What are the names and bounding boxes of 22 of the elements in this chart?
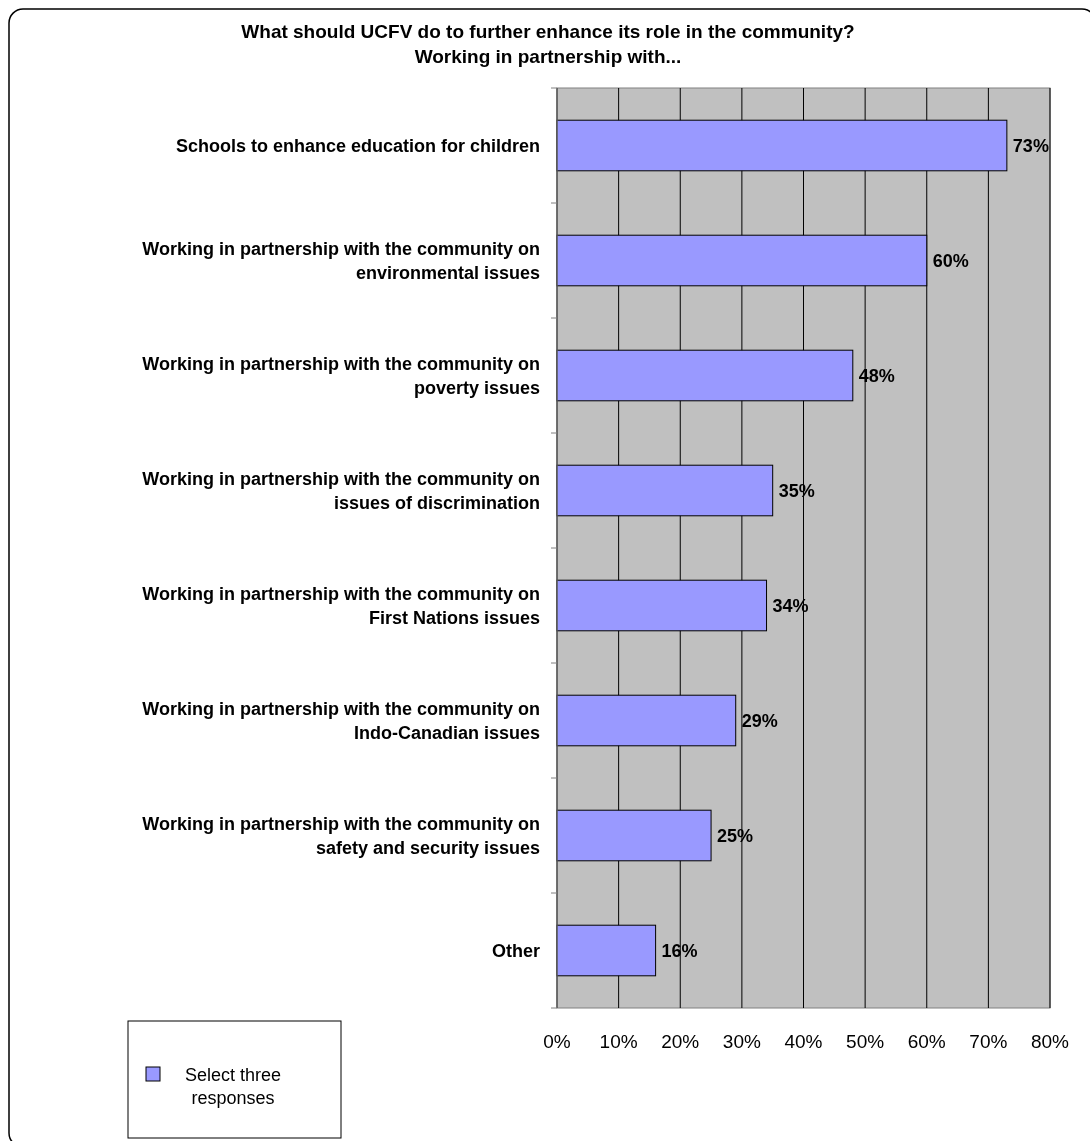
x-tick-label: 30% [722, 1031, 761, 1052]
x-tick-label: 40% [784, 1031, 823, 1052]
y-tick-label: Working in partnership with the community on environmental issues [142, 238, 540, 283]
x-tick-label: 60% [907, 1031, 946, 1052]
legend-label: Select three responses [184, 1065, 282, 1108]
x-tick-label: 0% [543, 1031, 571, 1052]
y-tick-label: Schools to enhance education for children [175, 135, 540, 156]
data-label: 29% [741, 710, 778, 731]
y-tick-label: Working in partnership with the community on issues of discrimination [142, 468, 540, 513]
x-tick-label: 10% [599, 1031, 638, 1052]
y-tick-label: Working in partnership with the community on Indo-Canadian issues [142, 698, 540, 743]
x-tick-label: 80% [1030, 1031, 1070, 1052]
chart-title: What should UCFV do to further enhance its role in the community? Working in partnership with... [241, 21, 855, 67]
x-tick-label: 20% [661, 1031, 700, 1052]
y-tick-label: Working in partnership with the community on First Nations issues [142, 583, 540, 628]
x-tick-label: 50% [846, 1031, 885, 1052]
y-tick-label: Other [491, 940, 540, 961]
data-label: 60% [932, 250, 969, 271]
data-label: 73% [1012, 135, 1049, 156]
y-tick-label: Working in partnership with the community on poverty issues [142, 353, 540, 398]
y-tick-label: Working in partnership with the community on safety and security issues [142, 813, 540, 858]
x-tick-label: 70% [969, 1031, 1008, 1052]
